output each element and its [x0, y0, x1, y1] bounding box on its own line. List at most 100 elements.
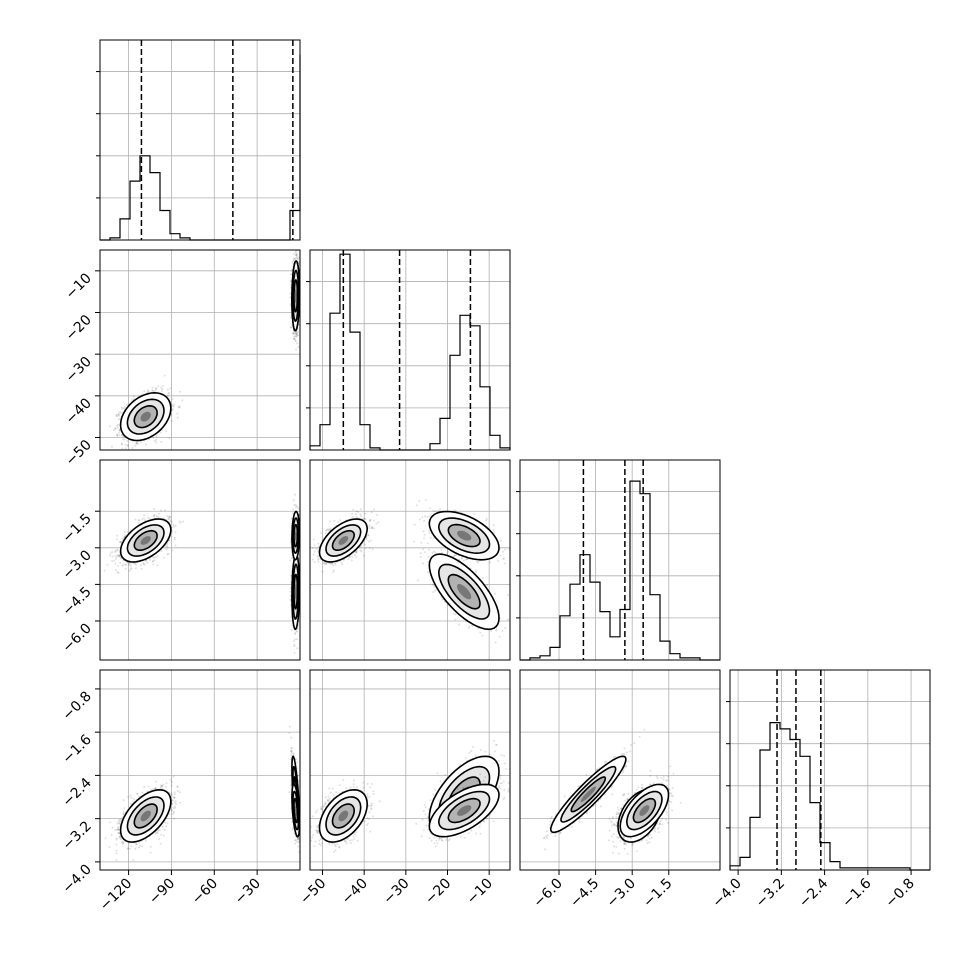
sample-point [154, 387, 157, 390]
sample-point [114, 568, 117, 571]
sample-point [120, 541, 123, 544]
sample-point [164, 509, 167, 512]
sample-point [137, 519, 140, 522]
sample-point [114, 427, 117, 430]
sample-point [297, 331, 300, 334]
sample-point [115, 548, 118, 551]
sample-point [153, 514, 156, 516]
sample-point [296, 630, 299, 633]
sample-point [121, 407, 124, 410]
sample-point [168, 437, 171, 439]
sample-point [114, 427, 117, 430]
sample-point [292, 259, 294, 262]
sample-point [111, 551, 114, 553]
sample-point [161, 384, 164, 387]
sample-point [292, 332, 295, 335]
sample-point [290, 326, 293, 329]
sample-point [155, 441, 158, 444]
sample-point [165, 548, 168, 551]
sample-point [116, 434, 118, 436]
sample-point [161, 390, 163, 393]
sample-point [155, 387, 158, 390]
sample-point [138, 519, 141, 522]
sample-point [115, 556, 118, 559]
sample-point [103, 569, 106, 572]
sample-point [171, 526, 174, 529]
sample-point [170, 419, 173, 422]
sample-point [118, 429, 121, 432]
histogram-step [309, 253, 511, 451]
sample-point [171, 405, 174, 408]
sample-point [156, 554, 159, 557]
sample-point [119, 541, 122, 543]
sample-point [295, 252, 298, 255]
sample-point [146, 389, 149, 392]
histogram-step [520, 480, 720, 661]
sample-point [156, 564, 159, 567]
sample-point [294, 257, 297, 260]
sample-point [176, 412, 179, 415]
sample-point [158, 512, 161, 515]
sample-point [118, 553, 121, 556]
sample-point [295, 335, 298, 338]
sample-point [117, 423, 119, 426]
sample-point [165, 430, 168, 433]
sample-point [161, 388, 164, 390]
sample-point [291, 261, 294, 264]
sample-point [116, 434, 119, 437]
sample-point [155, 438, 158, 441]
sample-point [115, 413, 118, 416]
sample-point [289, 326, 292, 329]
sample-point [297, 257, 299, 260]
sample-point [121, 537, 124, 540]
sample-point [164, 545, 167, 548]
sample-point [155, 435, 158, 438]
histogram-panel [516, 459, 721, 661]
sample-point [135, 442, 138, 445]
sample-point [294, 340, 297, 343]
sample-point [296, 342, 299, 345]
sample-point [152, 436, 155, 439]
sample-point [178, 406, 180, 409]
sample-point [301, 255, 303, 257]
sample-point [294, 339, 297, 342]
histogram-panel [96, 39, 301, 241]
sample-point [147, 516, 150, 519]
sample-point [170, 413, 173, 416]
sample-point [168, 391, 171, 394]
sample-point [114, 562, 117, 565]
sample-point [129, 564, 132, 567]
sample-point [153, 515, 156, 518]
sample-point [149, 558, 152, 561]
sample-point [290, 628, 293, 631]
sample-point [125, 563, 128, 566]
sample-point [119, 540, 122, 543]
sample-point [290, 316, 293, 319]
sample-point [122, 438, 124, 441]
sample-point [136, 443, 139, 446]
axes-frame [309, 249, 511, 451]
density-contour [294, 288, 297, 303]
sample-point [293, 337, 296, 340]
sample-point [292, 257, 295, 260]
sample-point [148, 517, 151, 520]
sample-point [142, 562, 145, 565]
scatter-panel [99, 459, 301, 661]
sample-point [179, 390, 182, 393]
sample-point [173, 538, 176, 541]
sample-point [295, 256, 298, 259]
sample-point [124, 563, 127, 566]
sample-point [174, 544, 177, 547]
sample-point [132, 395, 135, 398]
histogram-panel [726, 669, 931, 871]
sample-point [168, 515, 171, 518]
sample-point [124, 567, 127, 570]
sample-point [117, 418, 120, 421]
sample-point [173, 403, 176, 406]
sample-point [119, 561, 122, 564]
sample-point [143, 563, 146, 566]
sample-point [106, 563, 109, 566]
sample-point [160, 386, 163, 389]
sample-point [166, 553, 169, 556]
sample-point [293, 338, 296, 340]
